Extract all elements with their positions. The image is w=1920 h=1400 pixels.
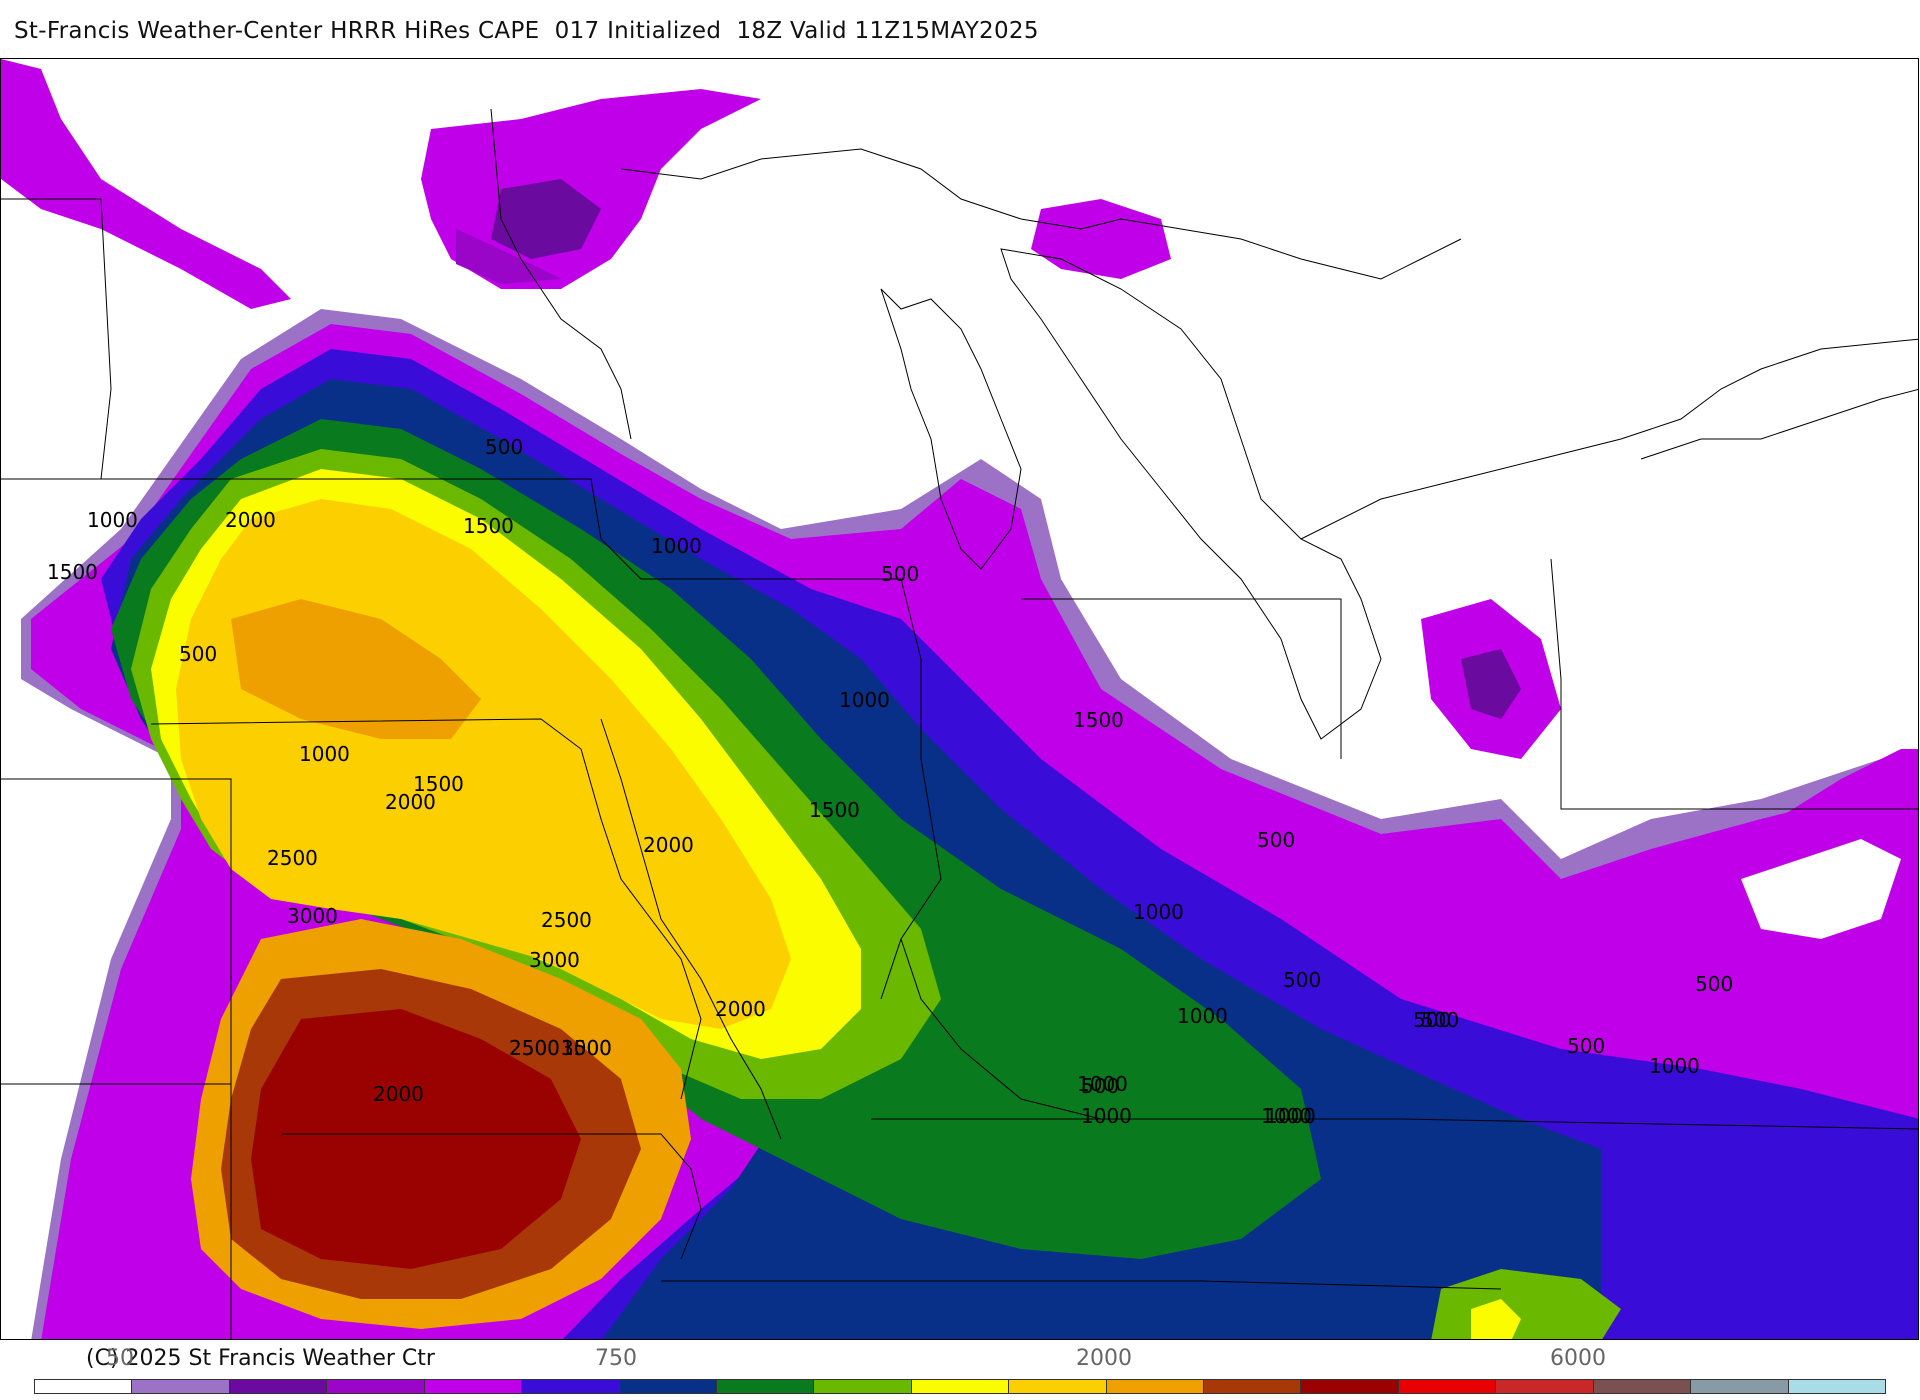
boundary-river-2 [900,938,1102,1120]
contour-label: 3000 [529,948,580,972]
contour-label: 2000 [385,790,436,814]
contour-label: 1500 [1073,708,1124,732]
political-boundaries [1,108,1918,1339]
colorbar-tick-label: 750 [595,1346,637,1371]
colorbar-segment [716,1380,815,1393]
boundary-state-line-7 [1021,598,1342,759]
colorbar-segment [1398,1380,1497,1393]
contour-label: 1000 [1077,1072,1128,1096]
colorbar-segment [1691,1380,1789,1393]
cape-field-northwest-strip [1,59,291,309]
contour-label: 500 [1283,968,1321,992]
contour-label: 1500 [47,560,98,584]
contour-label: 1000 [299,742,350,766]
contour-label: 500 [1567,1034,1605,1058]
contour-label: 500 [1257,828,1295,852]
colorbar-segment [35,1380,133,1393]
colorbar-segment [1301,1380,1399,1393]
contour-label: 1000 [651,534,702,558]
cape-colorbar [34,1379,1886,1394]
colorbar-tick-label: 50 [106,1346,134,1371]
contour-label: 500 [179,642,217,666]
contour-label: 2000 [225,508,276,532]
cape-field-orange [231,599,481,739]
cape-field-southeast-yellow [1471,1299,1521,1339]
contour-label: 2500 [541,908,592,932]
boundary-lake-erie [1300,338,1918,540]
contour-label: 1000 [839,688,890,712]
contour-label: 500 [1421,1008,1459,1032]
colorbar-segment [229,1380,328,1393]
colorbar-segment [1106,1380,1205,1393]
footer: (C) 2025 St Francis Weather Ctr 50 750 2… [0,1340,1920,1400]
colorbar-segment [1204,1380,1302,1393]
boundary-lakes-outline [880,288,1022,570]
colorbar-segment [327,1380,425,1393]
colorbar-tick-label: 2000 [1076,1346,1132,1371]
boundary-state-line-2 [101,478,901,580]
colorbar-segment [911,1380,1010,1393]
cape-field-northeast-dark [1461,649,1521,719]
contour-label: 1000 [1081,1104,1132,1128]
contour-label: 2500 [267,846,318,870]
contour-label: 500 [1695,972,1733,996]
contour-label: 1000 [1177,1004,1228,1028]
boundary-state-line-11 [661,1280,1502,1290]
contour-label: 500 [1081,1074,1119,1098]
boundary-state-line-6 [880,578,942,1000]
contour-label: 2500 [509,1036,560,1060]
boundary-state-line-3 [1,778,232,1339]
colorbar-segment [619,1380,717,1393]
cape-field-upper-michigan [1031,199,1171,279]
contour-label: 1000 [87,508,138,532]
cape-shaded-fields [1,59,1918,1339]
contour-label: 2000 [715,997,766,1021]
boundary-lake-ontario [1640,388,1918,460]
boundary-northern-canada [490,108,632,440]
contour-label: 500 [1413,1008,1451,1032]
colorbar-segment [1593,1380,1692,1393]
boundary-state-line-10 [871,1118,1918,1130]
title-bar: St-Francis Weather-Center HRRR HiRes CAP… [0,0,1920,58]
contour-label: 1500 [561,1036,612,1060]
contour-label: 1000 [1649,1054,1700,1078]
colorbar-segment [522,1380,620,1393]
boundary-state-line-9 [281,1133,702,1260]
boundary-state-line-1 [1,198,112,480]
contour-label: 2500 [509,1036,560,1060]
boundary-river-1 [600,718,782,1140]
contour-label: 3000 [287,904,338,928]
contour-label: 2000 [373,1082,424,1106]
colorbar-tick-label: 6000 [1550,1346,1606,1371]
colorbar-segment [424,1380,523,1393]
copyright-text: (C) 2025 St Francis Weather Ctr [86,1346,435,1371]
contour-labels: 500 1000 1500 2000 2500 3000 2500 3000 2… [47,435,1733,1128]
contour-label: 1000 [1265,1104,1316,1128]
colorbar-segment [1496,1380,1594,1393]
boundary-state-line-8 [1550,558,1918,810]
colorbar-segment [1009,1380,1107,1393]
contour-label: 500 [881,562,919,586]
cape-field-east-white-gap [1741,839,1901,939]
colorbar-segment [132,1380,230,1393]
boundary-superior [620,148,1462,280]
cape-field-north-dark-purple [491,179,601,259]
contour-label: 1000 [1261,1104,1312,1128]
map-title: St-Francis Weather-Center HRRR HiRes CAP… [14,18,1039,44]
colorbar-segment [814,1380,912,1393]
colorbar-segment [1788,1380,1886,1393]
cape-field-dark-red [251,1009,581,1269]
cape-map-canvas: 500 1000 1500 2000 2500 3000 2500 3000 2… [1,59,1918,1339]
cape-map: 500 1000 1500 2000 2500 3000 2500 3000 2… [0,58,1919,1340]
boundary-state-line-5 [150,718,702,1100]
contour-label: 2000 [643,833,694,857]
contour-label: 1000 [1133,900,1184,924]
boundary-lake-michigan-east [1000,248,1382,740]
cape-field-north-purple [456,229,561,284]
contour-label: 500 [485,435,523,459]
contour-label: 1500 [413,772,464,796]
contour-label: 1500 [463,514,514,538]
contour-label: 1500 [809,798,860,822]
contour-label: 3000 [561,1036,612,1060]
